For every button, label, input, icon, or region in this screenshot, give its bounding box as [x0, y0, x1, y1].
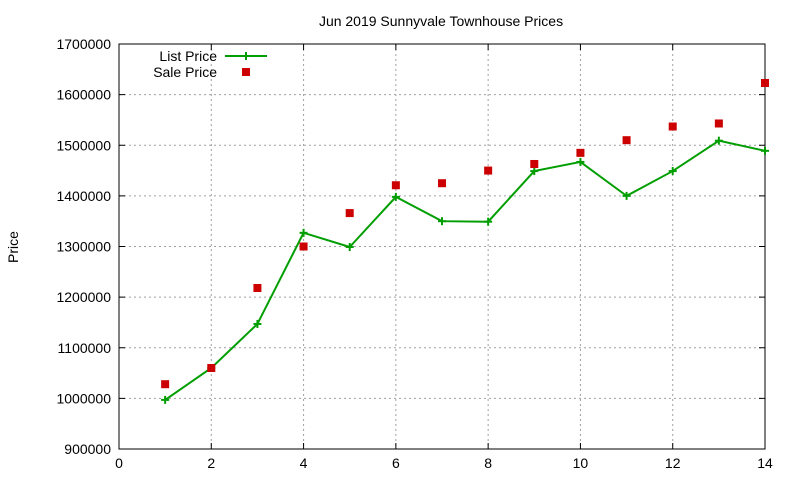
- series-sale-price: [161, 78, 769, 389]
- x-tick-label: 2: [207, 455, 215, 471]
- square-marker: [438, 179, 446, 188]
- square-marker: [761, 78, 769, 87]
- legend-label: List Price: [159, 48, 217, 64]
- x-tick-label: 0: [115, 455, 123, 471]
- square-marker: [207, 364, 216, 372]
- y-tick-label: 1200000: [56, 289, 111, 305]
- x-tick-label: 8: [484, 455, 492, 471]
- axes: 900000 1000000 1100000 1200000 1300000 140000…: [56, 36, 773, 471]
- square-marker: [391, 181, 400, 190]
- x-tick-label: 12: [665, 455, 681, 471]
- square-marker: [253, 284, 262, 293]
- square-marker: [484, 166, 493, 175]
- x-tick-label: 4: [300, 455, 308, 471]
- x-tick-label: 6: [392, 455, 400, 471]
- square-marker: [345, 209, 354, 218]
- series-line: [164, 139, 766, 401]
- square-marker: [576, 148, 585, 157]
- y-tick-label: 1600000: [56, 87, 111, 103]
- y-tick-label: 1000000: [56, 390, 111, 406]
- x-tick-label: 10: [573, 455, 589, 471]
- grid-lines: [119, 44, 765, 449]
- y-axis-label: Price: [5, 231, 21, 263]
- legend-label: Sale Price: [153, 64, 217, 80]
- y-tick-label: 1400000: [56, 188, 111, 204]
- y-tick-label: 1500000: [56, 137, 111, 153]
- y-tick-label: 1300000: [56, 239, 111, 255]
- square-marker: [530, 159, 539, 168]
- square-marker: [299, 242, 308, 251]
- data-series: [161, 78, 769, 404]
- square-marker: [242, 68, 250, 76]
- y-tick-label: 900000: [64, 441, 111, 457]
- chart-title: Jun 2019 Sunnyvale Townhouse Prices: [319, 13, 563, 29]
- x-tick-label: 14: [757, 455, 773, 471]
- square-marker: [622, 136, 631, 145]
- square-marker: [668, 122, 677, 131]
- y-tick-label: 1100000: [58, 340, 112, 356]
- series-list-price: [161, 136, 769, 404]
- square-marker: [161, 380, 170, 389]
- square-marker: [714, 119, 723, 128]
- y-tick-label: 1700000: [56, 36, 111, 52]
